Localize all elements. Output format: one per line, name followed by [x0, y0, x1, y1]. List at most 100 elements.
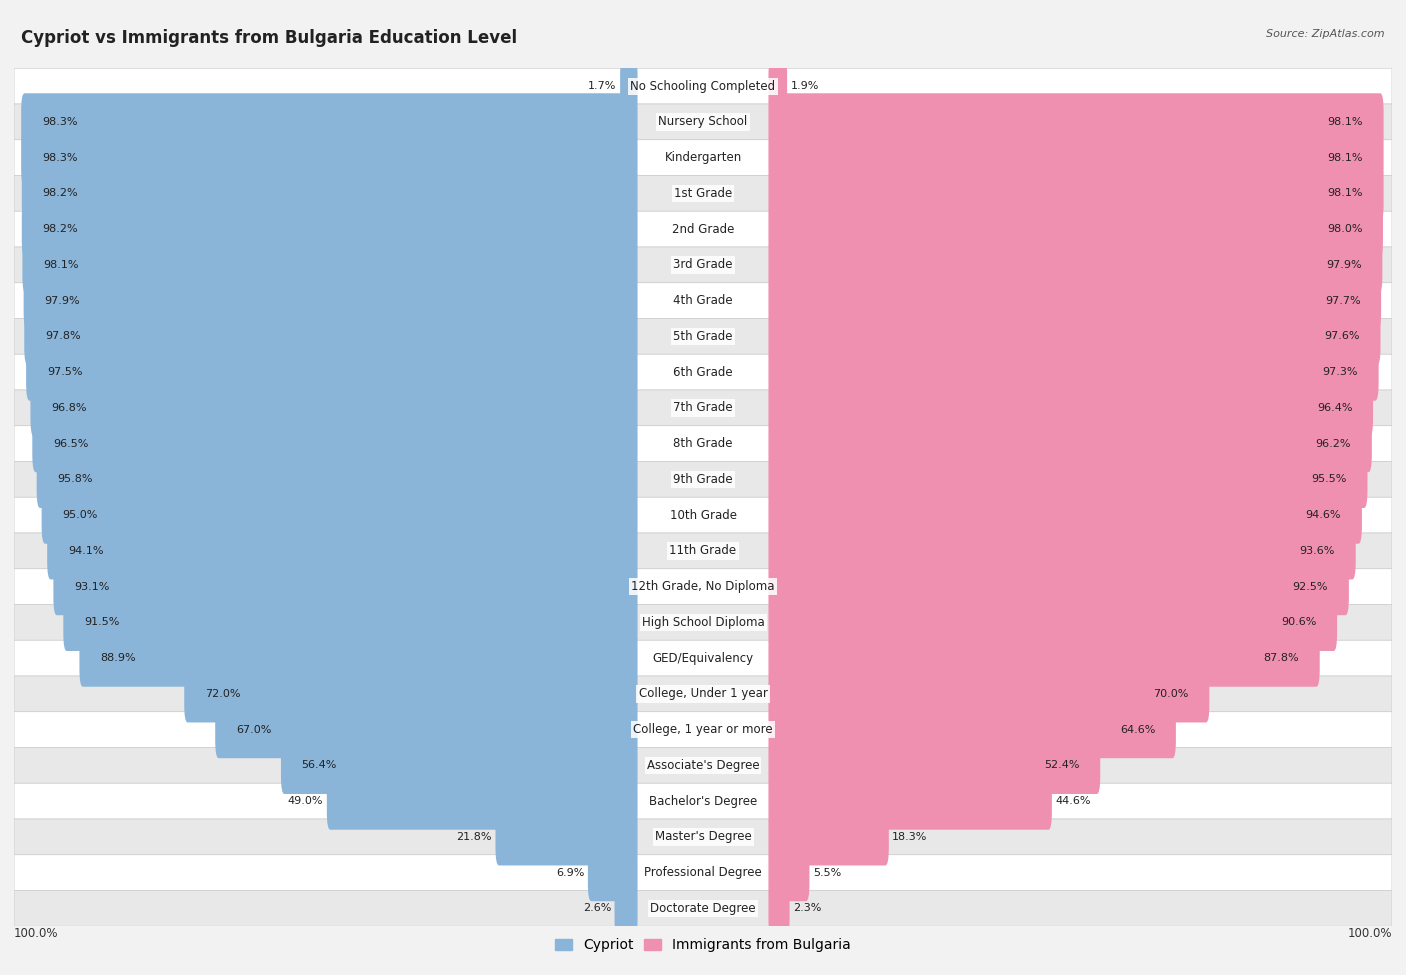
Text: 98.0%: 98.0%: [1327, 224, 1362, 234]
Text: 1.7%: 1.7%: [588, 81, 617, 91]
FancyBboxPatch shape: [769, 236, 1382, 293]
Text: 100.0%: 100.0%: [14, 927, 59, 940]
FancyBboxPatch shape: [21, 129, 637, 186]
FancyBboxPatch shape: [769, 630, 1320, 686]
Text: 9th Grade: 9th Grade: [673, 473, 733, 486]
FancyBboxPatch shape: [14, 533, 1392, 568]
FancyBboxPatch shape: [14, 604, 1392, 641]
Text: 97.5%: 97.5%: [46, 368, 83, 377]
Text: Kindergarten: Kindergarten: [665, 151, 741, 164]
FancyBboxPatch shape: [588, 844, 637, 901]
Text: 97.8%: 97.8%: [45, 332, 80, 341]
FancyBboxPatch shape: [769, 343, 1379, 401]
Text: 8th Grade: 8th Grade: [673, 437, 733, 450]
Text: 1st Grade: 1st Grade: [673, 187, 733, 200]
FancyBboxPatch shape: [769, 594, 1337, 651]
Text: High School Diploma: High School Diploma: [641, 616, 765, 629]
Text: No Schooling Completed: No Schooling Completed: [630, 80, 776, 93]
Text: 49.0%: 49.0%: [288, 797, 323, 806]
FancyBboxPatch shape: [14, 176, 1392, 212]
Text: Professional Degree: Professional Degree: [644, 866, 762, 879]
FancyBboxPatch shape: [24, 308, 637, 365]
FancyBboxPatch shape: [80, 630, 637, 686]
Text: 44.6%: 44.6%: [1056, 797, 1091, 806]
FancyBboxPatch shape: [14, 354, 1392, 390]
Text: 7th Grade: 7th Grade: [673, 402, 733, 414]
Text: 98.3%: 98.3%: [42, 153, 77, 163]
Text: 98.1%: 98.1%: [44, 260, 79, 270]
Text: Source: ZipAtlas.com: Source: ZipAtlas.com: [1267, 29, 1385, 39]
FancyBboxPatch shape: [769, 808, 889, 866]
FancyBboxPatch shape: [769, 272, 1381, 330]
FancyBboxPatch shape: [24, 272, 637, 330]
Text: 97.7%: 97.7%: [1324, 295, 1361, 305]
FancyBboxPatch shape: [42, 487, 637, 544]
FancyBboxPatch shape: [769, 450, 1368, 508]
Text: 98.1%: 98.1%: [1327, 153, 1362, 163]
FancyBboxPatch shape: [14, 212, 1392, 247]
FancyBboxPatch shape: [495, 808, 637, 866]
Text: 96.8%: 96.8%: [51, 403, 87, 412]
FancyBboxPatch shape: [769, 523, 1355, 579]
Text: 95.0%: 95.0%: [62, 510, 97, 520]
Text: 96.2%: 96.2%: [1316, 439, 1351, 448]
FancyBboxPatch shape: [769, 415, 1372, 472]
FancyBboxPatch shape: [184, 665, 637, 722]
Text: Master's Degree: Master's Degree: [655, 831, 751, 843]
Text: 93.6%: 93.6%: [1299, 546, 1336, 556]
Text: 94.6%: 94.6%: [1306, 510, 1341, 520]
FancyBboxPatch shape: [21, 201, 637, 257]
FancyBboxPatch shape: [37, 450, 637, 508]
Text: 93.1%: 93.1%: [75, 582, 110, 592]
Text: 96.5%: 96.5%: [53, 439, 89, 448]
FancyBboxPatch shape: [14, 748, 1392, 783]
Text: 56.4%: 56.4%: [302, 760, 337, 770]
FancyBboxPatch shape: [326, 772, 637, 830]
FancyBboxPatch shape: [769, 879, 790, 937]
FancyBboxPatch shape: [14, 819, 1392, 855]
FancyBboxPatch shape: [14, 319, 1392, 354]
Text: 6th Grade: 6th Grade: [673, 366, 733, 378]
Text: 21.8%: 21.8%: [457, 832, 492, 841]
FancyBboxPatch shape: [14, 568, 1392, 604]
FancyBboxPatch shape: [769, 772, 1052, 830]
Text: Doctorate Degree: Doctorate Degree: [650, 902, 756, 915]
Text: 87.8%: 87.8%: [1264, 653, 1299, 663]
Text: 5.5%: 5.5%: [813, 868, 841, 878]
Text: 91.5%: 91.5%: [84, 617, 120, 627]
FancyBboxPatch shape: [14, 783, 1392, 819]
FancyBboxPatch shape: [21, 165, 637, 222]
Text: 3rd Grade: 3rd Grade: [673, 258, 733, 271]
FancyBboxPatch shape: [27, 343, 637, 401]
Text: 98.1%: 98.1%: [1327, 117, 1362, 127]
FancyBboxPatch shape: [14, 676, 1392, 712]
FancyBboxPatch shape: [14, 890, 1392, 926]
Text: 1.9%: 1.9%: [790, 81, 818, 91]
FancyBboxPatch shape: [53, 558, 637, 615]
FancyBboxPatch shape: [769, 844, 810, 901]
FancyBboxPatch shape: [14, 461, 1392, 497]
FancyBboxPatch shape: [14, 497, 1392, 533]
Text: 52.4%: 52.4%: [1045, 760, 1080, 770]
FancyBboxPatch shape: [14, 855, 1392, 890]
Text: 6.9%: 6.9%: [555, 868, 585, 878]
FancyBboxPatch shape: [14, 641, 1392, 676]
Text: Bachelor's Degree: Bachelor's Degree: [650, 795, 756, 807]
Text: 10th Grade: 10th Grade: [669, 509, 737, 522]
Text: 100.0%: 100.0%: [1347, 927, 1392, 940]
FancyBboxPatch shape: [14, 247, 1392, 283]
FancyBboxPatch shape: [614, 879, 637, 937]
Text: 97.9%: 97.9%: [45, 295, 80, 305]
Text: 97.9%: 97.9%: [1326, 260, 1361, 270]
FancyBboxPatch shape: [769, 558, 1348, 615]
FancyBboxPatch shape: [14, 139, 1392, 176]
Text: 2nd Grade: 2nd Grade: [672, 222, 734, 236]
FancyBboxPatch shape: [14, 104, 1392, 139]
Text: Associate's Degree: Associate's Degree: [647, 759, 759, 772]
Text: Nursery School: Nursery School: [658, 115, 748, 129]
FancyBboxPatch shape: [769, 487, 1362, 544]
FancyBboxPatch shape: [769, 94, 1384, 150]
FancyBboxPatch shape: [281, 737, 637, 794]
FancyBboxPatch shape: [14, 283, 1392, 319]
FancyBboxPatch shape: [22, 236, 637, 293]
